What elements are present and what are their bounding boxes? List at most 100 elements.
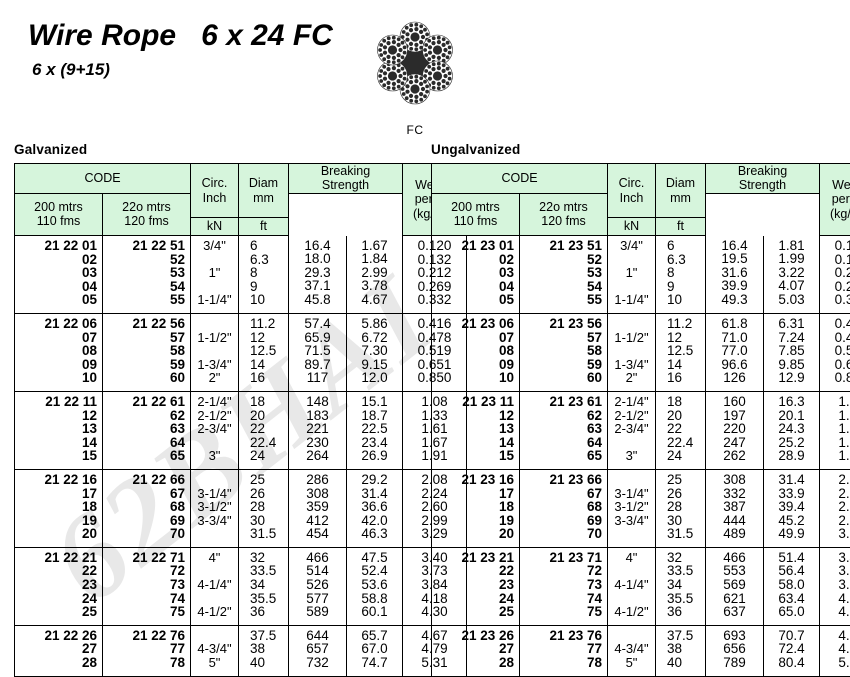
weight-col: 1.081.331.611.671.91 [820, 391, 850, 469]
circ-col: 3/4" 1" 1-1/4" [608, 236, 656, 314]
wire-rope-cross-section-icon [365, 16, 465, 116]
header-kn: kN [608, 218, 656, 236]
circ-col: 1-1/2" 1-3/4"2" [608, 313, 656, 391]
circ-col: 4" 4-1/4" 4-1/2" [191, 547, 239, 625]
header-ft: ft [239, 218, 289, 236]
header-code: CODE [15, 164, 191, 194]
panel-title-galvanized: Galvanized [14, 142, 467, 157]
title-block: Wire Rope 6 x 24 FC 6 x (9+15) [28, 20, 333, 80]
header-kn: kN [191, 218, 239, 236]
rope-figure: FC [365, 16, 465, 137]
circ-col: 3-1/4"3-1/2"3-3/4" [608, 469, 656, 547]
spec-table-galvanized: CODECirc.InchDiammmBreakingStrengthWeigh… [14, 163, 467, 677]
circ-col: 4" 4-1/4" 4-1/2" [608, 547, 656, 625]
header-ft: ft [656, 218, 706, 236]
circ-col: 3-1/4"3-1/2"3-3/4" [191, 469, 239, 547]
header-circ: Circ.Inch [608, 164, 656, 218]
panel-title-ungalvanized: Ungalvanized [431, 142, 850, 157]
weight-col: 3.403.733.844.184.30 [820, 547, 850, 625]
page-title: Wire Rope 6 x 24 FC [28, 20, 333, 52]
spec-table-ungalvanized: CODECirc.InchDiammmBreakingStrengthWeigh… [431, 163, 850, 677]
header-code: CODE [432, 164, 608, 194]
circ-col: 3/4" 1" 1-1/4" [191, 236, 239, 314]
page-subtitle: 6 x (9+15) [32, 60, 333, 80]
header-weight: Weightper mtr(kg/mtr) [820, 164, 850, 236]
header-circ: Circ.Inch [191, 164, 239, 218]
circ-col: 2-1/4"2-1/2"2-3/4" 3" [608, 391, 656, 469]
